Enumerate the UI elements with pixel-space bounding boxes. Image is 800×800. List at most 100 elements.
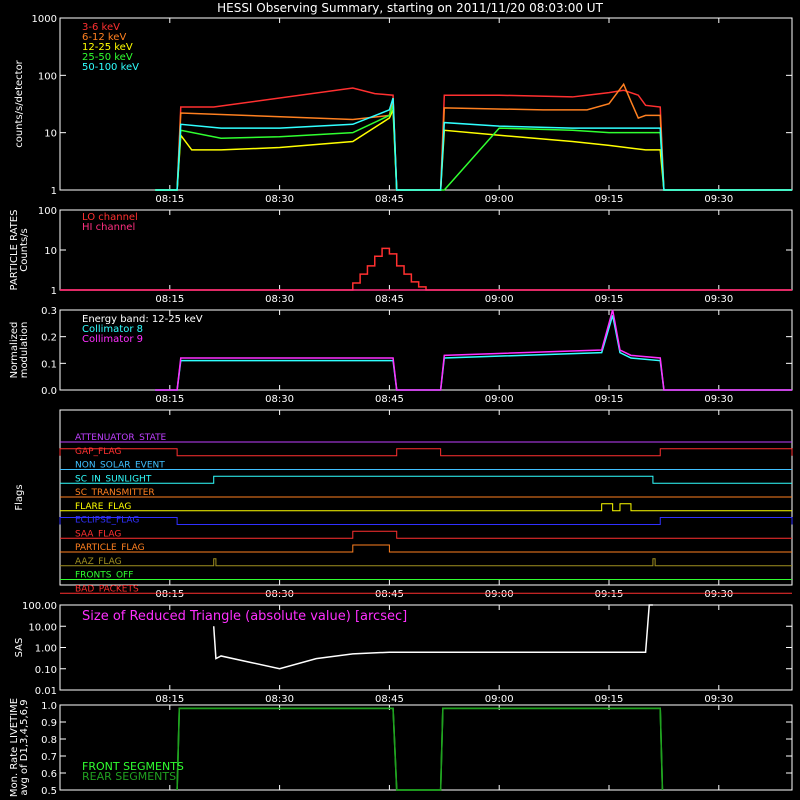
y-tick-label: 0.10 xyxy=(35,665,57,676)
y-tick-label: 10 xyxy=(44,246,57,257)
x-tick-label: 09:15 xyxy=(595,294,624,305)
series-line xyxy=(155,82,792,191)
legend-entry: 12-25 keV xyxy=(82,42,133,53)
y-axis-label: counts/s/detector xyxy=(14,59,25,147)
series-line xyxy=(60,247,792,291)
x-tick-label: 08:15 xyxy=(155,394,184,405)
flag-label: ECLIPSE_FLAG xyxy=(75,516,139,526)
y-tick-label: 1 xyxy=(51,186,57,197)
x-tick-label: 09:00 xyxy=(485,589,514,600)
legend-entry: REAR SEGMENTS xyxy=(82,770,176,783)
panel-4: 08:15 08:30 08:45 09:00 09:15 09:30 0.01 0.10 1.… xyxy=(14,601,793,705)
legend-entry: 50-100 keV xyxy=(82,62,139,73)
legend-entry: 25-50 keV xyxy=(82,52,133,63)
x-tick-label: 08:30 xyxy=(265,294,294,305)
series-line xyxy=(155,315,792,391)
flag-label: FRONTS_OFF xyxy=(75,571,133,581)
x-tick-label: 09:30 xyxy=(704,694,733,705)
y-tick-label: 0.5 xyxy=(41,786,57,797)
x-tick-label: 09:30 xyxy=(704,194,733,205)
x-tick-label: 09:00 xyxy=(485,694,514,705)
panel-frame xyxy=(59,17,793,191)
x-tick-label: 09:00 xyxy=(485,194,514,205)
series-line xyxy=(155,105,792,191)
y-tick-label: 0.2 xyxy=(41,333,57,344)
flag-label: FLARE_FLAG xyxy=(75,502,131,512)
x-tick-label: 08:45 xyxy=(375,394,404,405)
y-tick-label: 0.3 xyxy=(41,306,57,317)
flag-label: GAP_FLAG xyxy=(75,447,121,457)
x-tick-label: 09:15 xyxy=(595,194,624,205)
x-tick-label: 08:45 xyxy=(375,294,404,305)
flag-label: AAZ_FLAG xyxy=(75,557,122,567)
y-tick-label: 1000 xyxy=(32,14,57,25)
series-line xyxy=(155,87,792,191)
legend-entry: Size of Reduced Triangle (absolute value… xyxy=(82,609,407,624)
y-tick-label: 1 xyxy=(51,286,57,297)
x-tick-label: 08:45 xyxy=(375,194,404,205)
x-tick-label: 09:30 xyxy=(704,294,733,305)
legend-entry: HI channel xyxy=(82,222,135,233)
y-tick-label: 0.6 xyxy=(41,769,57,780)
y-tick-label: 100.00 xyxy=(22,601,57,612)
flag-label: BAD_PACKETS xyxy=(75,584,139,594)
y-tick-label: 100 xyxy=(38,71,57,82)
y-axis-label: Flags xyxy=(14,484,25,510)
panel-2: 08:15 08:30 08:45 09:00 09:15 09:30 0.0 0.1 0.2 0… xyxy=(9,306,793,405)
flag-line xyxy=(60,544,792,553)
legend-entry: Collimator 9 xyxy=(82,334,143,345)
y-tick-label: 0.8 xyxy=(41,735,57,746)
x-tick-label: 09:30 xyxy=(704,394,733,405)
legend-entry: Collimator 8 xyxy=(82,324,143,335)
flag-line xyxy=(59,448,793,457)
x-tick-label: 09:15 xyxy=(595,694,624,705)
y-axis-label: Mon. Rate LIVETIME xyxy=(9,698,20,797)
series-line xyxy=(155,109,792,191)
x-tick-label: 08:15 xyxy=(155,194,184,205)
flag-label: PARTICLE_FLAG xyxy=(75,543,145,553)
panel-5: 0.5 0.6 0.7 0.8 0.9 1.0 Mon. Rate LIVETIME avg … xyxy=(9,698,793,797)
y-axis-label: PARTICLE RATES xyxy=(9,210,20,291)
flag-label: SAA_FLAG xyxy=(75,529,121,539)
x-tick-label: 09:00 xyxy=(485,394,514,405)
y-axis-label: Counts/s xyxy=(19,228,30,272)
legend-title: Energy band: 12-25 keV xyxy=(82,314,203,325)
x-tick-label: 08:45 xyxy=(375,694,404,705)
x-tick-label: 08:30 xyxy=(265,694,294,705)
y-tick-label: 0.0 xyxy=(41,386,57,397)
panel-0: 08:15 08:30 08:45 09:00 09:15 09:30 1 10 100 1000… xyxy=(14,14,793,205)
y-tick-label: 1.00 xyxy=(35,644,57,655)
y-tick-label: 10.00 xyxy=(28,622,57,633)
series-line xyxy=(212,604,653,670)
y-tick-label: 0.1 xyxy=(41,359,57,370)
series-line xyxy=(176,707,664,791)
legend-entry: LO channel xyxy=(82,212,138,223)
y-axis-label: Normalized xyxy=(9,322,20,379)
x-tick-label: 08:45 xyxy=(375,589,404,600)
flag-line xyxy=(60,475,792,484)
y-axis-label: avg of D1,3,4,5,6,9 xyxy=(19,699,30,795)
x-tick-label: 09:30 xyxy=(704,589,733,600)
flag-label: ATTENUATOR_STATE xyxy=(75,433,167,443)
y-tick-label: 0.01 xyxy=(35,686,57,697)
y-tick-label: 1.0 xyxy=(41,701,57,712)
series-line xyxy=(155,309,792,391)
flag-line xyxy=(60,503,792,512)
series-line xyxy=(176,707,664,791)
flag-label: NON_SOLAR_EVENT xyxy=(75,461,165,471)
flag-line xyxy=(60,530,792,539)
series-line xyxy=(155,97,792,191)
panel-3: 08:15 08:30 08:45 09:00 09:15 09:30 Flags ATTEN… xyxy=(14,409,793,600)
x-tick-label: 08:15 xyxy=(155,694,184,705)
x-tick-label: 09:00 xyxy=(485,294,514,305)
y-tick-label: 10 xyxy=(44,129,57,140)
y-tick-label: 100 xyxy=(38,206,57,217)
flag-line xyxy=(59,517,793,525)
y-tick-label: 0.7 xyxy=(41,752,57,763)
x-tick-label: 09:15 xyxy=(595,394,624,405)
y-tick-label: 0.9 xyxy=(41,718,57,729)
x-tick-label: 09:15 xyxy=(595,589,624,600)
x-tick-label: 08:15 xyxy=(155,294,184,305)
panel-frame xyxy=(59,209,793,291)
